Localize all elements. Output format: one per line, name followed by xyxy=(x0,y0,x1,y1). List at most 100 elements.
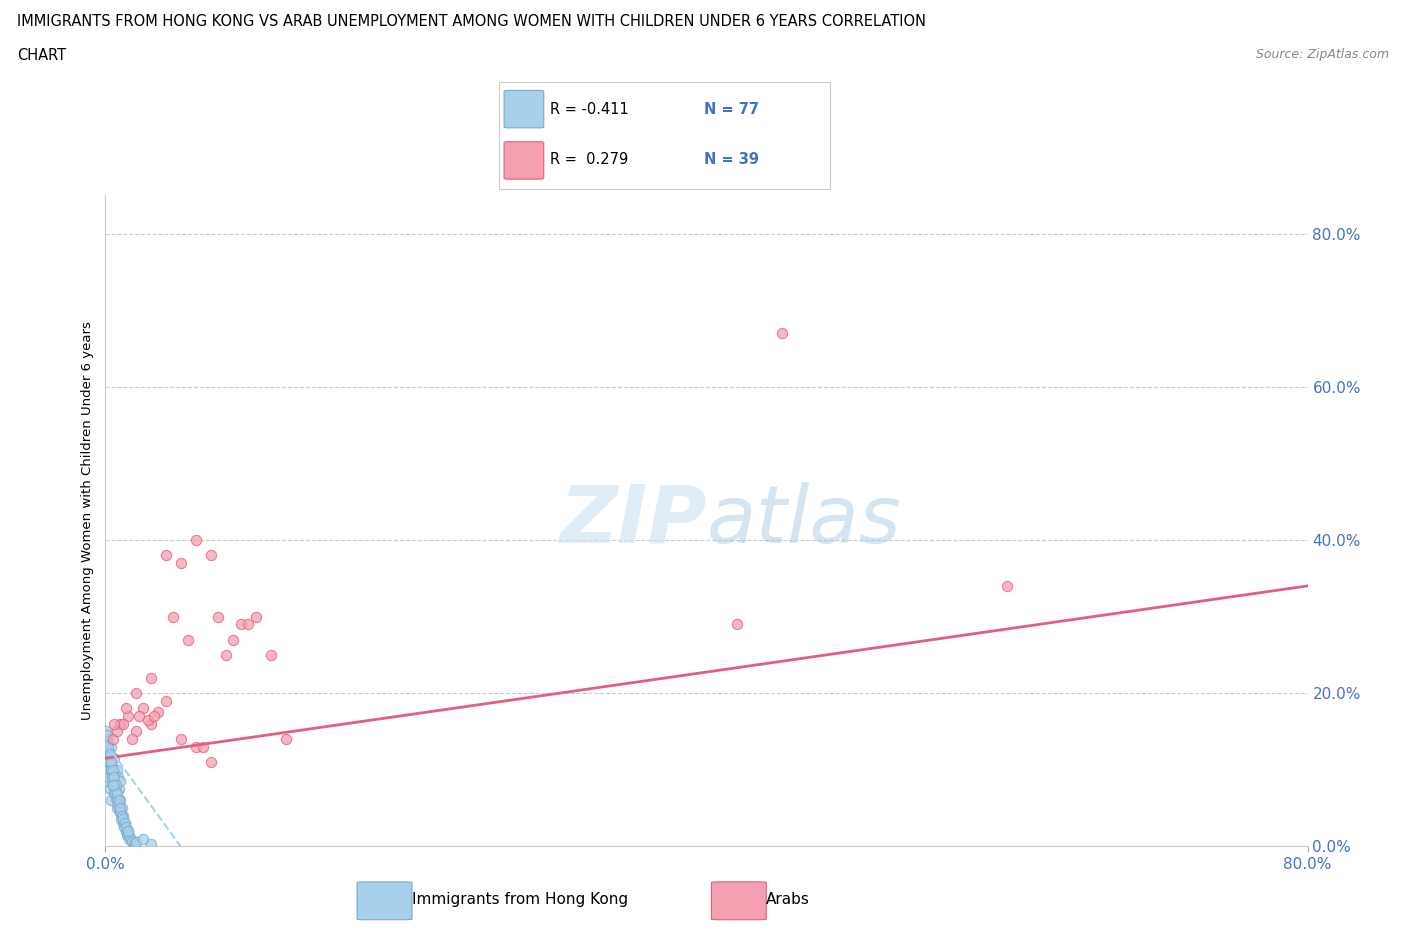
Point xyxy=(108,801,131,816)
Text: ZIP: ZIP xyxy=(560,482,707,560)
Text: N = 77: N = 77 xyxy=(704,101,759,116)
Text: N = 39: N = 39 xyxy=(704,153,759,167)
Point xyxy=(96,724,118,738)
Point xyxy=(139,671,162,685)
Point xyxy=(117,824,139,839)
Point xyxy=(142,709,165,724)
Point xyxy=(146,705,169,720)
Point xyxy=(114,816,136,830)
Point xyxy=(207,609,229,624)
Point xyxy=(124,835,146,850)
Point xyxy=(100,763,122,777)
Point xyxy=(101,777,124,792)
Point xyxy=(107,793,129,808)
Point xyxy=(110,793,132,808)
Point xyxy=(101,777,124,792)
Point xyxy=(107,797,129,812)
Point xyxy=(115,824,138,839)
Point xyxy=(222,632,245,647)
Point xyxy=(238,617,260,631)
Point xyxy=(114,816,136,830)
Point xyxy=(132,831,155,846)
Point xyxy=(184,739,207,754)
Point xyxy=(96,732,118,747)
Point xyxy=(101,759,124,774)
Text: Source: ZipAtlas.com: Source: ZipAtlas.com xyxy=(1256,48,1389,61)
Point xyxy=(107,770,129,785)
Point xyxy=(104,789,127,804)
Point xyxy=(112,716,135,731)
Point xyxy=(101,732,124,747)
Point xyxy=(100,739,122,754)
Point xyxy=(104,766,127,781)
Point xyxy=(101,763,124,777)
Point xyxy=(97,770,120,785)
Point xyxy=(103,777,125,792)
Point xyxy=(105,793,128,808)
Point xyxy=(155,548,177,563)
Point xyxy=(98,754,121,769)
Point xyxy=(97,743,120,758)
Point xyxy=(128,709,150,724)
Text: R =  0.279: R = 0.279 xyxy=(550,153,628,167)
Point xyxy=(98,747,121,762)
Point xyxy=(98,781,121,796)
Point xyxy=(162,609,184,624)
Point xyxy=(200,548,222,563)
Point xyxy=(124,837,146,852)
FancyBboxPatch shape xyxy=(505,90,544,127)
Point xyxy=(108,804,131,819)
Point xyxy=(169,732,191,747)
Point xyxy=(100,793,122,808)
Point xyxy=(105,785,128,800)
Point xyxy=(96,774,118,789)
Point xyxy=(100,754,122,769)
Point xyxy=(108,781,131,796)
Point xyxy=(120,831,142,846)
Point xyxy=(725,617,748,631)
Point xyxy=(107,801,129,816)
Point xyxy=(111,801,134,816)
FancyBboxPatch shape xyxy=(711,882,766,920)
Text: Immigrants from Hong Kong: Immigrants from Hong Kong xyxy=(412,892,628,908)
Text: atlas: atlas xyxy=(707,482,901,560)
Point xyxy=(139,837,162,852)
Point xyxy=(110,716,132,731)
Point xyxy=(112,819,135,834)
Point xyxy=(136,712,159,727)
Point xyxy=(117,828,139,843)
Point xyxy=(112,812,135,827)
Point xyxy=(124,724,146,738)
Point xyxy=(97,754,120,769)
Point xyxy=(98,747,121,762)
Point xyxy=(112,808,135,823)
Point xyxy=(96,736,118,751)
Point xyxy=(111,816,134,830)
Point xyxy=(108,801,131,816)
Point xyxy=(155,694,177,709)
Point xyxy=(115,828,138,843)
Point xyxy=(274,732,297,747)
FancyBboxPatch shape xyxy=(505,141,544,179)
Text: CHART: CHART xyxy=(17,48,66,63)
Point xyxy=(105,763,128,777)
Point xyxy=(132,701,155,716)
Point xyxy=(107,793,129,808)
Y-axis label: Unemployment Among Women with Children Under 6 years: Unemployment Among Women with Children U… xyxy=(82,322,94,720)
Point xyxy=(118,828,141,843)
Point xyxy=(104,785,127,800)
Point xyxy=(115,819,138,834)
Point xyxy=(100,763,122,777)
FancyBboxPatch shape xyxy=(357,882,412,920)
Text: Arabs: Arabs xyxy=(766,892,810,908)
Point xyxy=(110,812,132,827)
Point xyxy=(229,617,252,631)
Point xyxy=(104,777,127,792)
Point xyxy=(115,701,138,716)
Point xyxy=(96,763,118,777)
Point xyxy=(191,739,214,754)
Text: IMMIGRANTS FROM HONG KONG VS ARAB UNEMPLOYMENT AMONG WOMEN WITH CHILDREN UNDER 6: IMMIGRANTS FROM HONG KONG VS ARAB UNEMPL… xyxy=(17,14,927,29)
Point xyxy=(770,326,793,340)
Point xyxy=(103,751,125,765)
Point xyxy=(103,785,125,800)
